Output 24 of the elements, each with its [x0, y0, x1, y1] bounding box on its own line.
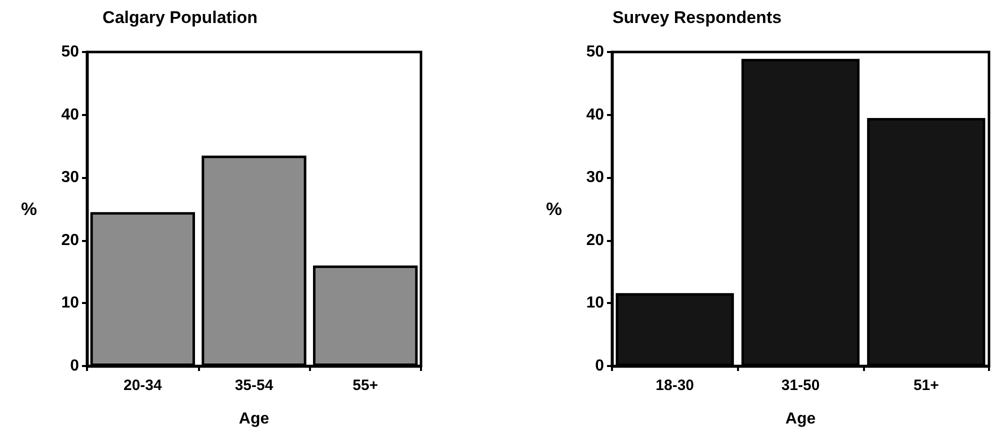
y-tick-label: 40 [61, 106, 80, 124]
y-tick-label: 40 [586, 106, 604, 124]
y-tick-label: 20 [586, 232, 604, 249]
y-axis-title: % [20, 199, 37, 219]
y-tick-label: 10 [586, 294, 604, 312]
x-tick-label: 18-30 [656, 377, 694, 394]
x-axis-title: Age [785, 410, 816, 428]
y-axis-title: % [546, 199, 562, 219]
y-tick-label: 10 [61, 294, 80, 312]
y-tick-label: 50 [61, 44, 80, 60]
y-tick-label: 20 [61, 232, 80, 249]
chart-title: Survey Respondents [612, 8, 782, 27]
x-tick-label: 35-54 [234, 377, 274, 394]
y-tick-label: 0 [70, 358, 80, 374]
x-axis-title: Age [238, 410, 270, 428]
chart-title: Calgary Population [102, 8, 258, 27]
x-tick-label: 31-50 [781, 377, 820, 394]
x-tick-label: 55+ [352, 377, 378, 394]
y-tick-label: 0 [595, 358, 604, 374]
y-tick-label: 50 [586, 44, 604, 60]
y-tick-label: 30 [61, 169, 80, 186]
y-tick-label: 30 [586, 169, 604, 186]
x-tick-label: 51+ [913, 377, 940, 394]
x-tick-label: 20-34 [123, 377, 162, 394]
